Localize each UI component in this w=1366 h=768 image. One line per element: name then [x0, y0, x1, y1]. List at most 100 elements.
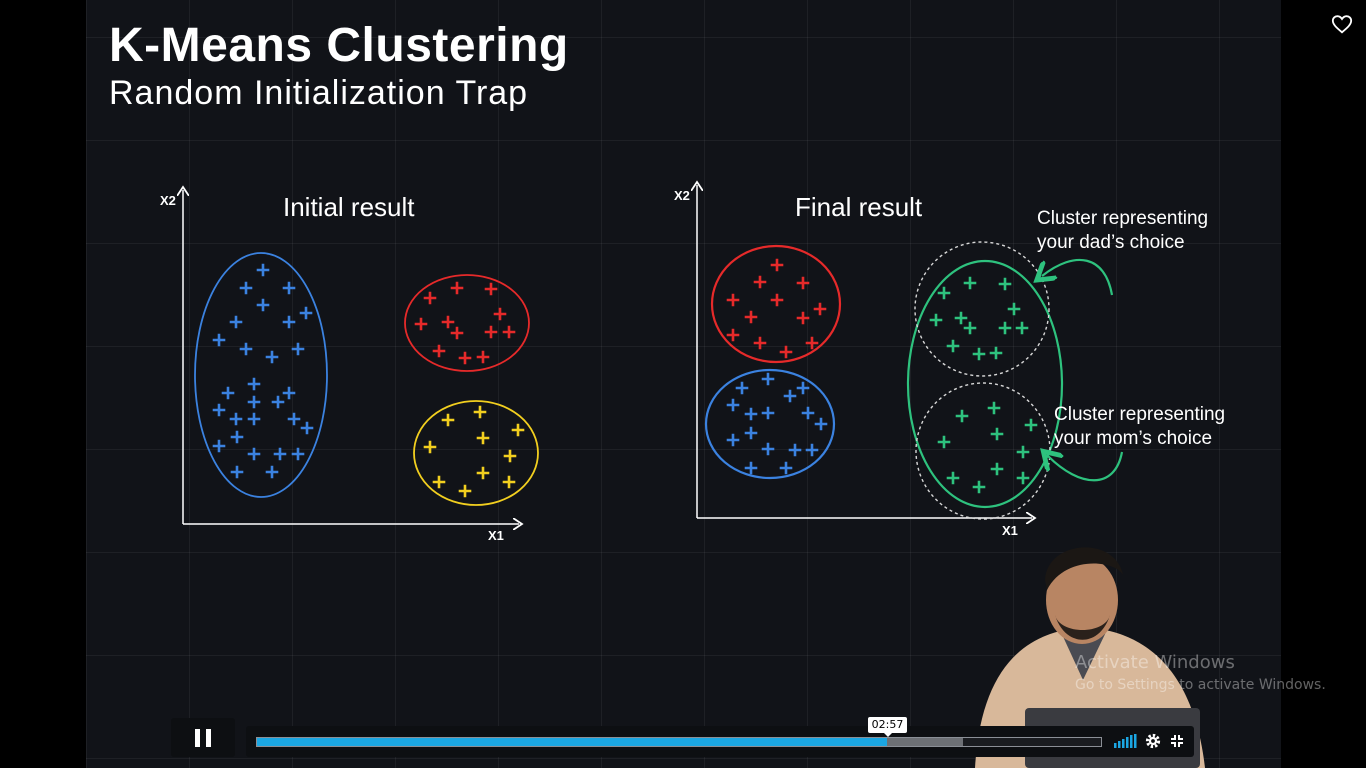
data-point-marker [946, 471, 960, 485]
data-point-marker [212, 403, 226, 417]
data-point-marker [963, 321, 977, 335]
data-point-marker [761, 442, 775, 456]
data-point-marker [414, 317, 428, 331]
data-point-marker [788, 443, 802, 457]
right-chart-title: Final result [795, 192, 923, 222]
left-yellow-cluster [413, 400, 539, 506]
player-controls [246, 726, 1194, 757]
data-point-marker [989, 346, 1003, 360]
data-point-marker [814, 417, 828, 431]
pause-icon [195, 729, 200, 747]
dad-annotation-line2: your dad’s choice [1037, 232, 1185, 253]
data-point-marker [998, 277, 1012, 291]
data-point-marker [753, 275, 767, 289]
data-point-marker [256, 263, 270, 277]
dad-arrow-icon [1042, 259, 1114, 296]
data-point-marker [432, 475, 446, 489]
pause-button[interactable] [171, 718, 235, 757]
data-point-marker [779, 345, 793, 359]
data-point-marker [229, 315, 243, 329]
data-point-marker [450, 281, 464, 295]
data-point-marker [990, 462, 1004, 476]
fullscreen-icon[interactable] [1170, 734, 1184, 748]
data-point-marker [423, 440, 437, 454]
data-point-marker [735, 381, 749, 395]
data-point-marker [502, 475, 516, 489]
data-point-marker [770, 293, 784, 307]
data-point-marker [282, 386, 296, 400]
data-point-marker [1015, 321, 1029, 335]
data-point-marker [779, 461, 793, 475]
data-point-marker [247, 377, 261, 391]
data-point-marker [239, 281, 253, 295]
data-point-marker [761, 406, 775, 420]
progress-bar[interactable] [256, 737, 1102, 747]
mom-annotation-line1: Cluster representing [1054, 404, 1225, 425]
data-point-marker [783, 389, 797, 403]
right-red-points [726, 258, 827, 359]
data-point-marker [441, 413, 455, 427]
left-ylabel: X2 [160, 193, 176, 208]
data-point-marker [476, 431, 490, 445]
data-point-marker [423, 291, 437, 305]
data-point-marker [937, 435, 951, 449]
data-point-marker [300, 421, 314, 435]
data-point-marker [282, 315, 296, 329]
current-time-tooltip: 02:57 [868, 717, 907, 737]
data-point-marker [987, 401, 1001, 415]
left-red-cluster [404, 274, 530, 372]
data-point-marker [753, 336, 767, 350]
data-point-marker [744, 310, 758, 324]
data-point-marker [291, 342, 305, 356]
data-point-marker [450, 326, 464, 340]
data-point-marker [813, 302, 827, 316]
data-point-marker [946, 339, 960, 353]
data-point-marker [726, 433, 740, 447]
volume-icon[interactable] [1114, 734, 1138, 748]
heart-icon[interactable] [1331, 13, 1353, 35]
data-point-marker [247, 395, 261, 409]
left-yellow-points [423, 405, 525, 498]
data-point-marker [476, 466, 490, 480]
data-point-marker [796, 276, 810, 290]
data-point-marker [1024, 418, 1038, 432]
data-point-marker [502, 325, 516, 339]
right-blue-points [726, 372, 828, 475]
data-point-marker [247, 412, 261, 426]
data-point-marker [230, 430, 244, 444]
data-point-marker [265, 465, 279, 479]
data-point-marker [805, 336, 819, 350]
mom-subcluster [915, 382, 1051, 520]
data-point-marker [239, 342, 253, 356]
right-green-cluster [906, 259, 1064, 509]
data-point-marker [796, 381, 810, 395]
mom-annotation-line2: your mom’s choice [1054, 428, 1212, 449]
data-point-marker [287, 412, 301, 426]
windows-watermark-title: Activate Windows [1075, 652, 1235, 673]
data-point-marker [458, 351, 472, 365]
data-point-marker [972, 347, 986, 361]
data-point-marker [271, 395, 285, 409]
data-point-marker [511, 423, 525, 437]
left-red-points [414, 281, 516, 365]
data-point-marker [265, 350, 279, 364]
data-point-marker [212, 333, 226, 347]
data-point-marker [273, 447, 287, 461]
right-ylabel: X2 [674, 188, 690, 203]
gear-icon[interactable] [1144, 732, 1162, 750]
data-point-marker [801, 406, 815, 420]
data-point-marker [998, 321, 1012, 335]
data-point-marker [972, 480, 986, 494]
data-point-marker [256, 298, 270, 312]
data-point-marker [229, 412, 243, 426]
data-point-marker [963, 276, 977, 290]
data-point-marker [937, 286, 951, 300]
data-point-marker [493, 307, 507, 321]
data-point-marker [805, 443, 819, 457]
right-xlabel: X1 [1002, 523, 1018, 538]
data-point-marker [247, 447, 261, 461]
mom-arrow-icon [1048, 452, 1124, 482]
data-point-marker [929, 313, 943, 327]
data-point-marker [955, 409, 969, 423]
data-point-marker [291, 447, 305, 461]
